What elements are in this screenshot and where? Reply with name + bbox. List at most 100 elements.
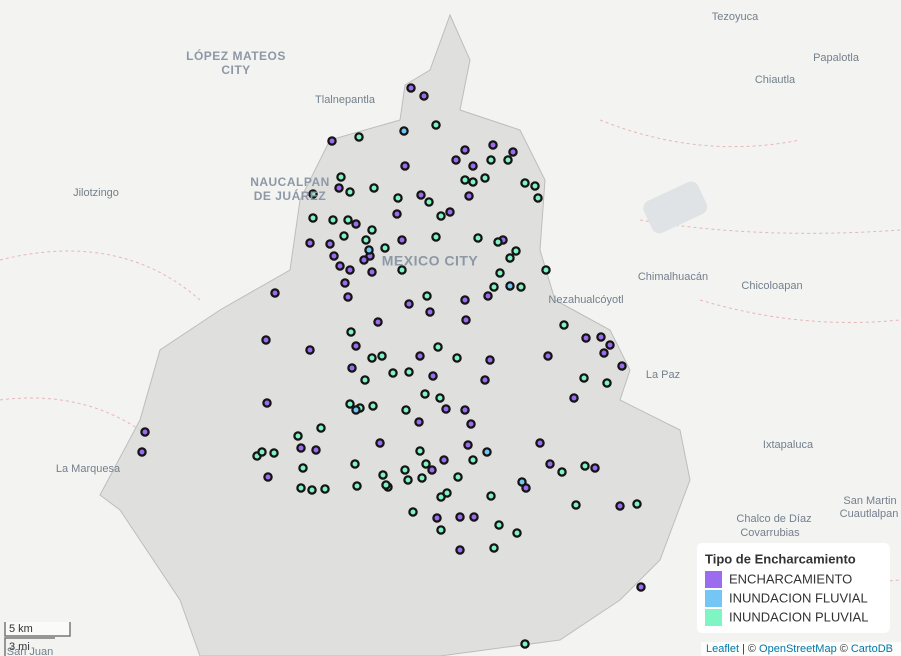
place-label: DE JUÁREZ [254,188,327,203]
point [466,419,476,429]
point [421,459,431,469]
point [399,126,409,136]
point [520,178,530,188]
point [435,393,445,403]
point [543,351,553,361]
point [311,445,321,455]
point [469,512,479,522]
point [335,261,345,271]
scale-mi [4,637,55,656]
points [137,83,646,649]
place-label: La Paz [646,369,680,381]
point [346,327,356,337]
point [375,438,385,448]
point [453,472,463,482]
point [468,161,478,171]
point [308,189,318,199]
point [367,353,377,363]
point [505,253,515,263]
point [455,512,465,522]
place-label: Chiautla [755,74,796,86]
point [473,233,483,243]
point [339,231,349,241]
point [400,161,410,171]
place-label: MEXICO CITY [382,253,479,269]
point [533,193,543,203]
point [261,335,271,345]
point [329,251,339,261]
point [352,481,362,491]
point [557,467,567,477]
place-label: Cuautlalpan [840,508,899,520]
point [404,299,414,309]
point [493,237,503,247]
point [325,239,335,249]
point [377,351,387,361]
point [460,295,470,305]
attribution-link[interactable]: OpenStreetMap [759,643,837,655]
boundaries [0,119,901,583]
point [368,401,378,411]
point [436,525,446,535]
point [408,507,418,517]
point [270,288,280,298]
point [307,485,317,495]
point [511,246,521,256]
point [571,500,581,510]
point [334,183,344,193]
point [535,438,545,448]
point [480,375,490,385]
point [393,193,403,203]
point [480,173,490,183]
legend-swatch [705,609,722,626]
point [401,405,411,415]
point [602,378,612,388]
point [445,207,455,217]
point [579,373,589,383]
point [488,140,498,150]
point [441,404,451,414]
point [452,353,462,363]
attribution-link[interactable]: CartoDB [850,643,893,655]
legend-box [697,543,890,633]
point [262,398,272,408]
point [298,463,308,473]
point [351,341,361,351]
point [505,281,515,291]
attribution: Leaflet | © OpenStreetMap © CartoDB [700,642,901,656]
point [431,232,441,242]
point [296,483,306,493]
point [328,215,338,225]
legend-label: INUNDACION FLUVIAL [729,590,868,605]
point [494,520,504,530]
legend-swatch [705,590,722,607]
point [439,455,449,465]
attribution-link[interactable]: Leaflet [705,643,740,655]
point [269,448,279,458]
place-label: San Martin [843,495,896,507]
point [403,475,413,485]
point [354,132,364,142]
place-label: Tezoyuca [712,11,759,23]
point [486,155,496,165]
point [590,463,600,473]
point [482,447,492,457]
point [599,348,609,358]
place-label: Chimalhuacán [638,271,708,283]
point [257,447,267,457]
point [559,320,569,330]
place-label: Ixtapaluca [763,439,814,451]
point [296,443,306,453]
point [464,191,474,201]
legend-title: Tipo de Encharcamiento [705,551,856,566]
attribution-text: © [839,643,848,655]
point [615,501,625,511]
point [364,245,374,255]
point [345,265,355,275]
point [512,528,522,538]
place-label: Chalco de Díaz [736,513,811,525]
point [636,582,646,592]
